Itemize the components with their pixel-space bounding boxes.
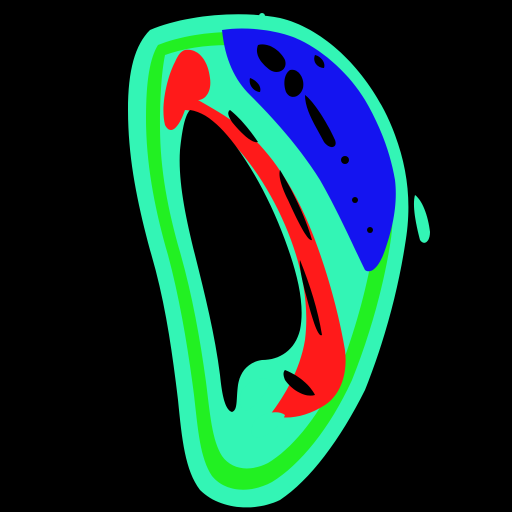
red-speckles [228, 110, 322, 396]
inner-cavity-region [179, 110, 302, 412]
edge-flecks [236, 13, 430, 243]
blue-region [222, 28, 396, 272]
blue-speckles [249, 44, 373, 233]
cavity-fragments [240, 378, 285, 438]
